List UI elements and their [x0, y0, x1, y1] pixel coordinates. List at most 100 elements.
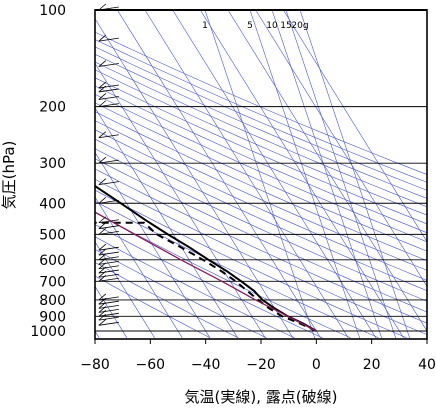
x-tick-labels: −80 −60 −40 −20 0 20 40	[80, 339, 436, 373]
barb-flag	[98, 3, 107, 11]
wind-barb	[98, 253, 119, 261]
dry-adiabat-line	[95, 168, 427, 324]
dry-adiabat-line	[95, 85, 427, 234]
barb-flag	[98, 156, 107, 164]
wind-barb	[98, 258, 119, 265]
x-axis-title: 気温(実線), 露点(破線)	[185, 388, 338, 406]
barb-flag	[98, 178, 107, 185]
barb-staff	[98, 300, 119, 305]
dry-adiabat-line	[95, 129, 427, 281]
barb-staff	[98, 219, 119, 224]
dry-adiabat-line	[95, 148, 427, 302]
wind-barb	[98, 178, 119, 186]
mixing-ratio-line	[271, 10, 383, 339]
barb-flag	[98, 131, 107, 139]
dry-adiabat-line	[95, 77, 427, 225]
x-tick-label: 20	[363, 357, 381, 373]
x-tick-label: −20	[246, 357, 276, 373]
isotherm-line	[172, 10, 377, 338]
barb-flag	[98, 100, 107, 107]
barb-flag	[98, 34, 107, 42]
barb-staff	[98, 277, 119, 282]
wind-barb	[98, 81, 119, 89]
dry-adiabat-line	[95, 158, 427, 313]
x-tick-label: −80	[80, 357, 110, 373]
wind-barb	[98, 274, 119, 282]
y-tick-label: 300	[39, 156, 66, 172]
y-tick-label: 700	[39, 274, 66, 290]
barb-staff	[98, 296, 119, 301]
dry-adiabat-line	[95, 93, 427, 243]
dry-adiabat-line	[95, 236, 295, 339]
mixing-ratio-label: 10	[266, 21, 278, 31]
y-tick-label: 100	[39, 3, 66, 19]
wind-barb	[98, 131, 119, 139]
barb-staff	[98, 134, 119, 139]
isotherm-line	[95, 196, 183, 338]
x-tick-label: −60	[136, 357, 166, 373]
dry-adiabat-line	[95, 46, 427, 191]
y-tick-label: 600	[39, 253, 66, 269]
wind-barb	[98, 248, 119, 256]
mixing-ratio-label: 5	[247, 21, 253, 31]
barb-staff	[98, 37, 119, 42]
y-tick-label: 900	[39, 309, 66, 325]
wind-barb	[98, 319, 119, 326]
isotherm-line	[255, 10, 427, 287]
barb-staff	[98, 265, 119, 270]
barb-staff	[98, 304, 119, 309]
y-tick-label: 1000	[30, 324, 66, 340]
barb-flag	[98, 258, 107, 265]
dry-adiabat-line	[95, 138, 427, 291]
isotherm-line	[283, 10, 427, 243]
barb-staff	[98, 230, 119, 235]
dry-adiabat-line	[95, 224, 323, 339]
mixing-ratio-labels: 1 5 10 15 20g	[202, 21, 308, 31]
barb-flag	[98, 196, 107, 204]
barb-flag	[98, 222, 107, 229]
mixing-ratio-label: 20g	[291, 21, 308, 31]
barb-staff	[98, 88, 119, 93]
barb-staff	[98, 63, 119, 67]
isotherm-line	[95, 151, 211, 338]
wind-barb	[98, 306, 119, 313]
x-tick-label: 0	[312, 357, 321, 373]
barb-staff	[98, 316, 119, 321]
dry-adiabat-line	[95, 31, 427, 175]
y-tick-label: 800	[39, 293, 66, 309]
wind-barb	[98, 222, 119, 230]
mixing-ratio-line	[204, 10, 316, 339]
dry-adiabat-line	[95, 189, 407, 339]
barb-staff	[98, 159, 119, 164]
mixing-ratio-line	[299, 10, 411, 339]
dry-adiabat-line	[95, 212, 351, 339]
wind-barb	[98, 34, 119, 42]
wind-barb	[98, 216, 119, 224]
barb-flag	[98, 60, 107, 67]
barb-flag	[98, 228, 107, 235]
barb-staff	[98, 84, 119, 89]
mixing-ratio-line	[249, 10, 361, 339]
isotherm-line	[227, 10, 427, 332]
wind-barb	[98, 156, 119, 164]
barb-flag	[98, 248, 107, 256]
dewpoint-line	[95, 221, 317, 332]
barb-staff	[98, 103, 119, 108]
parcel-line	[95, 211, 317, 332]
barb-flag	[98, 293, 107, 301]
barb-staff	[98, 251, 119, 256]
x-tick-label: 40	[418, 357, 436, 373]
isotherm-line	[200, 10, 404, 338]
wind-barb	[98, 293, 119, 301]
barb-staff	[98, 225, 119, 230]
wind-barb	[98, 60, 119, 67]
dry-adiabat-line	[95, 102, 427, 252]
barb-staff	[98, 269, 119, 274]
y-tick-label: 500	[39, 227, 66, 243]
barb-staff	[98, 246, 119, 251]
wind-barb	[98, 228, 119, 235]
barb-flag	[98, 253, 107, 261]
barb-flag	[98, 81, 107, 89]
isotherm-line	[95, 107, 238, 338]
